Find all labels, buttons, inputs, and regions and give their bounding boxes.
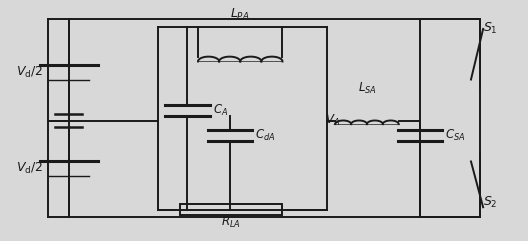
Text: $C_A$: $C_A$ <box>213 103 228 118</box>
Text: $V_{\mathrm{d}}/2$: $V_{\mathrm{d}}/2$ <box>16 161 42 176</box>
Text: $V_{\mathrm{d}}/2$: $V_{\mathrm{d}}/2$ <box>16 65 42 80</box>
Bar <box>180 204 282 215</box>
Text: $L_{SA}$: $L_{SA}$ <box>357 81 376 96</box>
Text: $S_2$: $S_2$ <box>483 195 498 210</box>
Text: $S_1$: $S_1$ <box>483 21 498 36</box>
Text: $L_{PA}$: $L_{PA}$ <box>230 7 250 22</box>
Text: $C_{SA}$: $C_{SA}$ <box>445 128 466 143</box>
Text: $V_A$: $V_A$ <box>325 113 340 128</box>
Text: $C_{dA}$: $C_{dA}$ <box>255 128 276 143</box>
Text: $R_{LA}$: $R_{LA}$ <box>221 215 241 230</box>
